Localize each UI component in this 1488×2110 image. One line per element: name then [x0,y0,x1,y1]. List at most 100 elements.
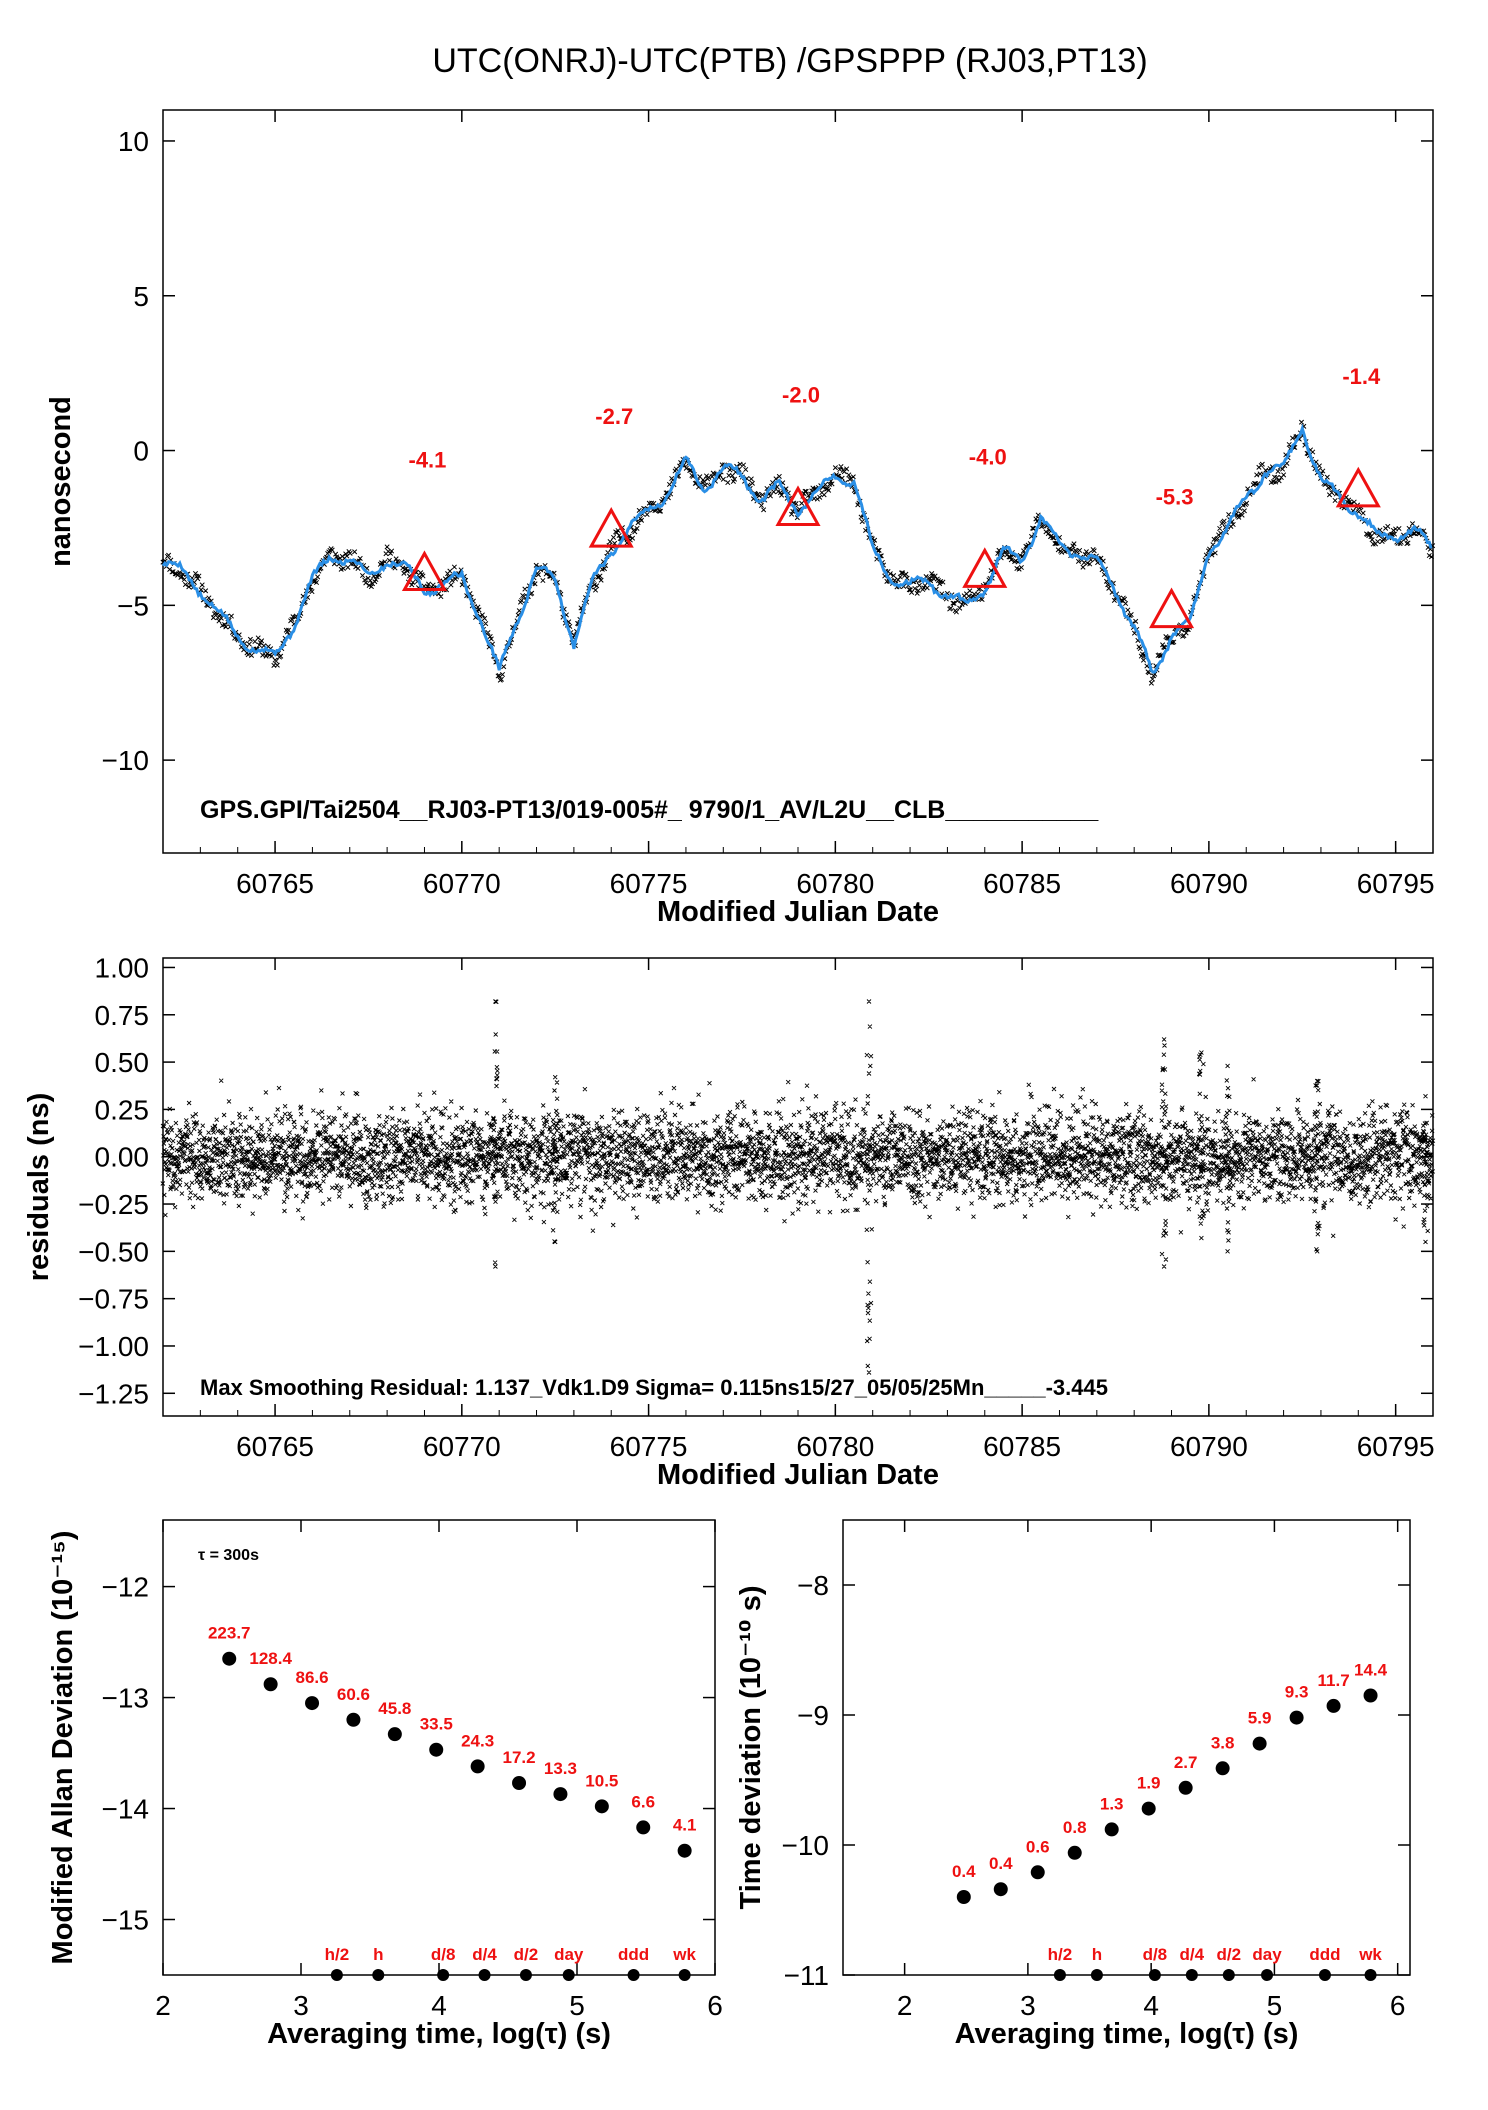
period-marker-dot [1222,1969,1235,1981]
period-marker-label: d/8 [1143,1945,1168,1964]
period-marker-label: h/2 [325,1945,350,1964]
data-value-label: 60.6 [337,1685,370,1704]
period-marker-dot [678,1969,691,1981]
data-point [346,1712,361,1727]
y-tick-label: 0.25 [95,1094,150,1125]
marker-value-label: -2.7 [595,404,633,429]
data-value-label: 13.3 [544,1759,577,1778]
x-tick-label: 5 [1267,1990,1283,2021]
y-tick-label: −12 [102,1572,150,1603]
y-tick-label: −10 [782,1830,830,1861]
data-value-label: 14.4 [1354,1661,1388,1680]
y-tick-label: −11 [784,1960,829,1991]
period-marker-dot [1148,1969,1161,1981]
data-point [429,1742,444,1757]
data-value-label: 128.4 [249,1649,292,1668]
triangle-marker [1335,466,1381,508]
x-tick-label: 60795 [1357,868,1435,899]
x-tick-label: 60775 [610,1431,688,1462]
period-marker-dot [1053,1969,1066,1981]
data-point [1178,1780,1193,1795]
y-tick-label: −8 [797,1570,829,1601]
data-value-label: 24.3 [461,1731,494,1750]
data-value-label: 9.3 [1285,1683,1309,1702]
period-marker-label: d/8 [431,1945,456,1964]
y-axis-label: Modified Allan Deviation (10⁻¹⁵) [47,1531,79,1965]
data-point-cloud [160,419,1436,686]
data-value-label: 10.5 [585,1771,618,1790]
x-tick-label: 3 [1020,1990,1036,2021]
x-tick-label: 60785 [983,1431,1061,1462]
y-tick-label: 0 [133,436,149,467]
data-point [1141,1801,1156,1816]
data-point [1030,1865,1045,1880]
x-tick-label: 2 [155,1990,171,2021]
x-tick-label: 5 [569,1990,585,2021]
data-value-label: 6.6 [631,1792,655,1811]
x-tick-label: 60785 [983,868,1061,899]
period-marker-label: day [1252,1945,1282,1964]
y-tick-label: −1.25 [78,1378,149,1409]
x-tick-label: 6 [1390,1990,1406,2021]
x-tick-label: 3 [293,1990,309,2021]
data-point [512,1776,527,1791]
data-point [1252,1736,1267,1751]
period-marker-dot [330,1969,343,1981]
data-point [1363,1688,1378,1703]
y-axis-label: nanosecond [45,396,77,567]
marker-value-label: -2.0 [782,382,820,407]
data-value-label: 2.7 [1174,1753,1198,1772]
period-marker-dot [437,1969,450,1981]
data-value-label: 3.8 [1211,1733,1235,1752]
marker-value-label: -1.4 [1342,364,1381,389]
y-tick-label: −13 [102,1683,150,1714]
period-marker-label: ddd [618,1945,649,1964]
y-tick-label: −14 [102,1794,150,1825]
period-marker-dot [1185,1969,1198,1981]
data-value-label: 223.7 [208,1624,251,1643]
y-tick-label: −10 [102,745,150,776]
data-value-label: 0.4 [989,1854,1013,1873]
data-value-label: 17.2 [502,1748,535,1767]
x-tick-label: 60765 [236,1431,314,1462]
tdev-panel: 2 3 4 5 6 −8 −9 −10 −11 Averaging time, log(τ) (s… [735,1519,1411,2050]
data-value-label: 86.6 [295,1668,328,1687]
period-marker-label: d/2 [514,1945,539,1964]
period-marker-label: wk [1358,1945,1382,1964]
period-marker-dot [627,1969,640,1981]
y-tick-label: 10 [118,126,149,157]
period-marker-label: wk [672,1945,696,1964]
data-value-label: 11.7 [1318,1671,1350,1690]
period-marker-label: ddd [1309,1945,1340,1964]
data-value-label: 33.5 [420,1715,453,1734]
y-tick-label: −5 [117,590,149,621]
triangle-marker [962,547,1008,588]
y-tick-label: −0.25 [78,1189,149,1220]
x-tick-label: 4 [1143,1990,1159,2021]
data-point [222,1651,237,1666]
data-point [956,1890,971,1904]
data-value-label: 0.4 [952,1862,976,1881]
x-axis-label: Averaging time, log(τ) (s) [267,2018,611,2050]
triangle-marker [775,485,821,526]
data-value-label: 1.3 [1100,1794,1124,1813]
y-tick-label: 0.00 [95,1142,150,1173]
y-tick-label: 0.50 [95,1047,150,1078]
data-point [1289,1710,1304,1725]
data-point [263,1677,278,1692]
smoothed-series-line [161,423,1433,674]
period-marker-dot [478,1969,491,1981]
x-tick-label: 60770 [423,1431,501,1462]
x-tick-label: 60780 [796,868,874,899]
period-marker-dot [1318,1969,1331,1981]
period-marker-label: h/2 [1048,1945,1073,1964]
plot-frame [162,957,1434,1417]
data-point [553,1787,568,1802]
y-tick-label: −0.75 [78,1284,149,1315]
period-marker-label: d/4 [1180,1945,1205,1964]
y-axis-label: Time deviation (10⁻¹⁰ s) [735,1586,767,1910]
data-value-label: 0.6 [1026,1837,1050,1856]
x-axis-label: Averaging time, log(τ) (s) [955,2018,1299,2050]
